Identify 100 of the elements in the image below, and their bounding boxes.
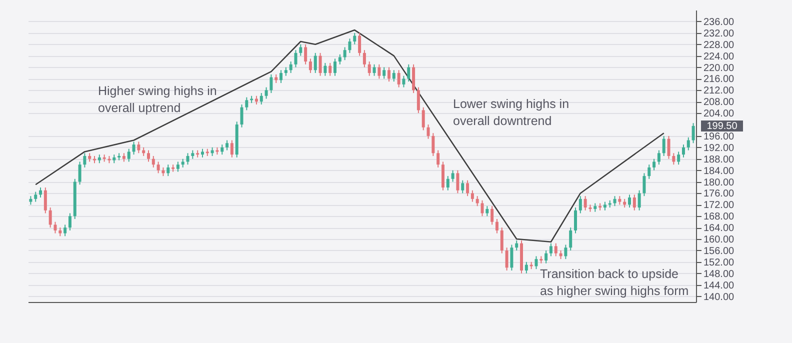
y-tick-label: 204.00 [704,108,735,120]
candlestick [156,161,160,174]
y-tick-label: 228.00 [704,40,735,51]
y-tick-label: 216.00 [704,74,735,86]
candlestick [490,206,494,226]
y-tick-label: 140.00 [704,292,735,303]
y-tick-label: 168.00 [704,212,735,223]
y-tick-label: 152.00 [704,257,735,268]
candlestick [554,242,558,257]
candlestick [564,244,568,260]
candlestick [176,161,180,172]
candlestick [137,141,140,154]
candlestick [436,150,440,168]
candlestick [613,196,616,207]
candlestick [152,156,155,168]
candlestick [304,44,308,65]
candlestick [372,64,376,76]
candlestick [245,96,248,111]
candlestick [682,144,685,158]
candlestick [338,54,342,65]
annotation: Higher swing highs in overall uptrend [98,84,217,115]
candlestick [544,250,548,264]
y-tick-label: 176.00 [704,188,735,200]
candlestick [549,242,552,257]
candlestick [34,191,38,202]
candlestick [132,141,136,156]
y-tick-label: 224.00 [704,51,735,62]
candlestick [39,186,42,198]
candlestick [470,190,474,202]
y-tick-label: 236.00 [704,16,735,28]
candlestick [638,190,641,211]
candlestick [387,66,390,82]
candlestick [451,170,454,182]
candlestick [68,212,72,231]
candlestick [314,52,317,74]
y-tick-label: 188.00 [704,154,735,166]
candlestick [299,44,302,56]
candlestick [397,70,400,88]
candlestick [686,136,690,151]
candlestick [632,194,636,211]
candlestick [524,261,528,274]
y-tick-label: 196.00 [704,131,735,142]
candlestick [270,74,273,94]
candlestick [432,132,435,156]
candlestick [280,70,283,84]
y-tick-label: 144.00 [704,280,735,292]
candlestick [648,164,651,180]
candlestick [677,151,680,166]
candlestick [441,161,444,191]
candlestick [54,221,57,234]
candlestick [353,32,356,45]
candlestick [392,70,396,82]
candlestick [146,150,150,162]
candlestick [672,152,676,166]
candlestick [466,180,470,197]
candlestick [378,64,381,80]
candlestick [534,256,538,270]
candlestick [324,62,327,76]
candlestick [348,38,352,54]
candlestick [294,50,298,68]
candlestick [318,52,322,76]
candlestick [510,244,514,272]
candlestick [480,200,484,217]
candlestick [456,170,460,194]
candlestick [83,152,86,168]
candlestick [368,61,371,76]
y-tick-label: 164.00 [704,223,735,234]
candlestick [48,207,52,228]
candlestick [657,150,660,166]
candlestick [260,92,263,105]
candlestick [505,247,508,272]
candlestick [358,32,362,56]
y-tick-label: 148.00 [704,268,735,280]
candlestick [382,66,386,80]
candlestick [402,75,406,88]
candlestick [461,180,464,194]
candlestick [652,158,656,171]
candlestick [64,224,67,237]
candlestick [486,206,489,217]
candlestick [500,227,504,254]
candlestick [642,172,646,197]
annotation: Transition back to upside as higher swing highs form [540,267,689,298]
candlestick [44,186,47,214]
candlestick [407,64,410,82]
candlestick [426,124,430,140]
candlestick [515,240,518,251]
y-tick-label: 180.00 [704,177,735,188]
candlestick [574,207,578,234]
candlestick [220,144,224,156]
candlestick [422,106,425,131]
candlestick [230,140,234,158]
candlestick [692,122,695,144]
y-tick-label: 232.00 [704,28,735,40]
y-tick-label: 184.00 [704,166,735,177]
candlestick [186,152,190,166]
candlestick [578,196,582,214]
candlestick [412,64,416,94]
candlestick [328,62,332,76]
y-tick-label: 208.00 [704,97,735,108]
candlestick [226,140,229,151]
